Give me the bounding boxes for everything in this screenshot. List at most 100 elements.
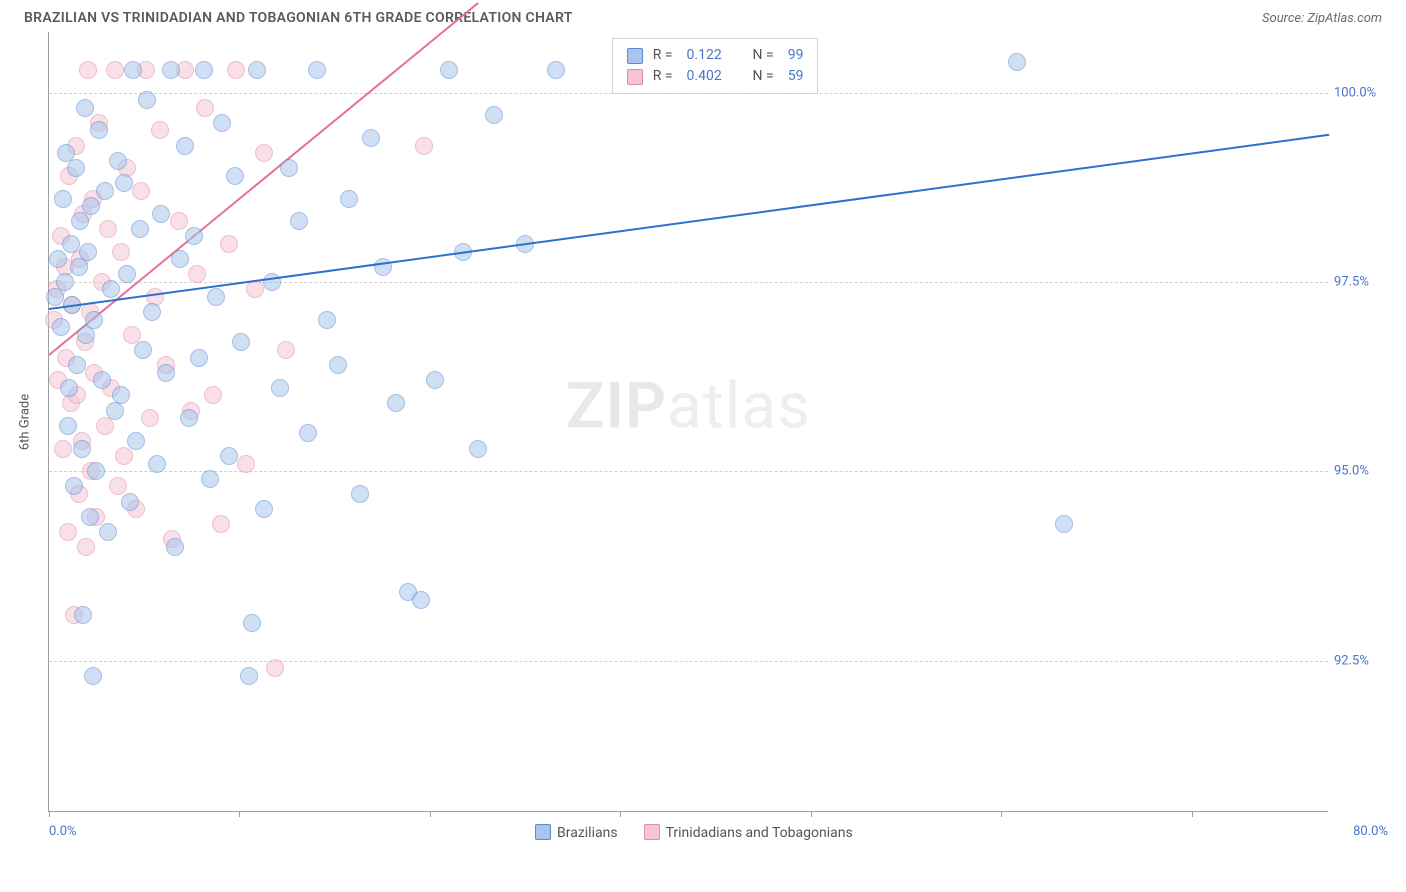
brazilians-marker <box>226 167 244 185</box>
legend-stats-row: R = 0.402 N = 59 <box>627 66 804 87</box>
legend-n-value: 59 <box>788 66 804 87</box>
y-tick-label: 92.5% <box>1334 653 1390 668</box>
trinidadians-marker <box>54 440 72 458</box>
trinidadians-marker <box>196 99 214 117</box>
brazilians-marker <box>1008 53 1026 71</box>
brazilians-marker <box>318 311 336 329</box>
trinidadians-marker <box>188 265 206 283</box>
brazilians-marker <box>87 462 105 480</box>
y-tick-label: 100.0% <box>1334 85 1390 100</box>
brazilians-marker <box>118 265 136 283</box>
y-tick-label: 97.5% <box>1334 274 1390 289</box>
legend-series-label: Brazilians <box>557 825 618 841</box>
x-axis-min-label: 0.0% <box>49 824 77 839</box>
legend-swatch <box>627 69 643 85</box>
chart-container: BRAZILIAN VS TRINIDADIAN AND TOBAGONIAN … <box>0 0 1406 892</box>
brazilians-marker <box>59 417 77 435</box>
legend-stats: R =0.122N =99R = 0.402 N = 59 <box>612 38 819 94</box>
brazilians-marker <box>207 288 225 306</box>
brazilians-marker <box>166 538 184 556</box>
trinidadians-marker <box>106 61 124 79</box>
brazilians-marker <box>60 379 78 397</box>
legend-stats-row: R =0.122N =99 <box>627 45 804 66</box>
brazilians-marker <box>74 606 92 624</box>
brazilians-marker <box>220 447 238 465</box>
brazilians-marker <box>232 333 250 351</box>
brazilians-marker <box>70 258 88 276</box>
trinidadians-marker <box>59 523 77 541</box>
brazilians-marker <box>84 667 102 685</box>
legend-series: Brazilians Trinidadians and Tobagonians <box>535 824 853 841</box>
brazilians-marker <box>248 61 266 79</box>
brazilians-marker <box>124 61 142 79</box>
brazilians-marker <box>56 273 74 291</box>
legend-series-label: Trinidadians and Tobagonians <box>666 825 853 841</box>
trinidadians-marker <box>115 447 133 465</box>
brazilians-marker <box>308 61 326 79</box>
brazilians-marker <box>213 114 231 132</box>
brazilians-marker <box>180 409 198 427</box>
y-tick-label: 95.0% <box>1334 464 1390 479</box>
y-axis-title: 6th Grade <box>18 393 33 449</box>
brazilians-marker <box>280 159 298 177</box>
brazilians-marker <box>121 493 139 511</box>
brazilians-marker <box>263 273 281 291</box>
brazilians-marker <box>171 250 189 268</box>
brazilians-marker <box>440 61 458 79</box>
brazilians-marker <box>240 667 258 685</box>
x-tick <box>1192 811 1193 817</box>
gridline <box>49 93 1328 94</box>
brazilians-marker <box>271 379 289 397</box>
trinidadians-marker <box>220 235 238 253</box>
x-tick <box>239 811 240 817</box>
brazilians-marker <box>85 311 103 329</box>
legend-r-value: 0.122 <box>687 45 735 66</box>
brazilians-marker <box>176 137 194 155</box>
brazilians-marker <box>134 341 152 359</box>
brazilians-marker <box>90 121 108 139</box>
brazilians-marker <box>299 424 317 442</box>
brazilians-marker <box>243 614 261 632</box>
brazilians-marker <box>362 129 380 147</box>
chart-title: BRAZILIAN VS TRINIDADIAN AND TOBAGONIAN … <box>24 10 573 26</box>
trinidadians-marker <box>112 243 130 261</box>
brazilians-marker <box>148 455 166 473</box>
brazilians-marker <box>102 280 120 298</box>
brazilians-marker <box>185 227 203 245</box>
brazilians-marker <box>68 356 86 374</box>
brazilians-marker <box>73 440 91 458</box>
trinidadians-marker <box>237 455 255 473</box>
brazilians-marker <box>109 152 127 170</box>
legend-swatch <box>627 48 643 64</box>
brazilians-marker <box>1055 515 1073 533</box>
trinidadians-marker <box>212 515 230 533</box>
brazilians-marker <box>426 371 444 389</box>
legend-series-item: Trinidadians and Tobagonians <box>644 824 853 841</box>
x-tick <box>1001 811 1002 817</box>
brazilians-marker <box>115 174 133 192</box>
brazilians-marker <box>290 212 308 230</box>
brazilians-marker <box>93 371 111 389</box>
legend-r-label: R = <box>653 66 673 87</box>
trinidadians-marker <box>151 121 169 139</box>
brazilians-marker <box>255 500 273 518</box>
brazilians-marker <box>157 364 175 382</box>
brazilians-marker <box>49 250 67 268</box>
brazilians-marker <box>81 508 99 526</box>
brazilians-marker <box>96 182 114 200</box>
brazilians-marker <box>374 258 392 276</box>
brazilians-marker <box>131 220 149 238</box>
legend-n-label: N = <box>753 66 774 87</box>
brazilians-marker <box>329 356 347 374</box>
brazilians-marker <box>412 591 430 609</box>
brazilians-marker <box>152 205 170 223</box>
brazilians-marker <box>52 318 70 336</box>
brazilians-marker <box>547 61 565 79</box>
source-label: Source: ZipAtlas.com <box>1262 11 1382 26</box>
trinidadians-marker <box>266 659 284 677</box>
brazilians-marker <box>54 190 72 208</box>
brazilians-marker <box>387 394 405 412</box>
title-bar: BRAZILIAN VS TRINIDADIAN AND TOBAGONIAN … <box>0 0 1406 32</box>
legend-r-value: 0.402 <box>687 66 735 87</box>
brazilians-trendline <box>49 134 1329 310</box>
